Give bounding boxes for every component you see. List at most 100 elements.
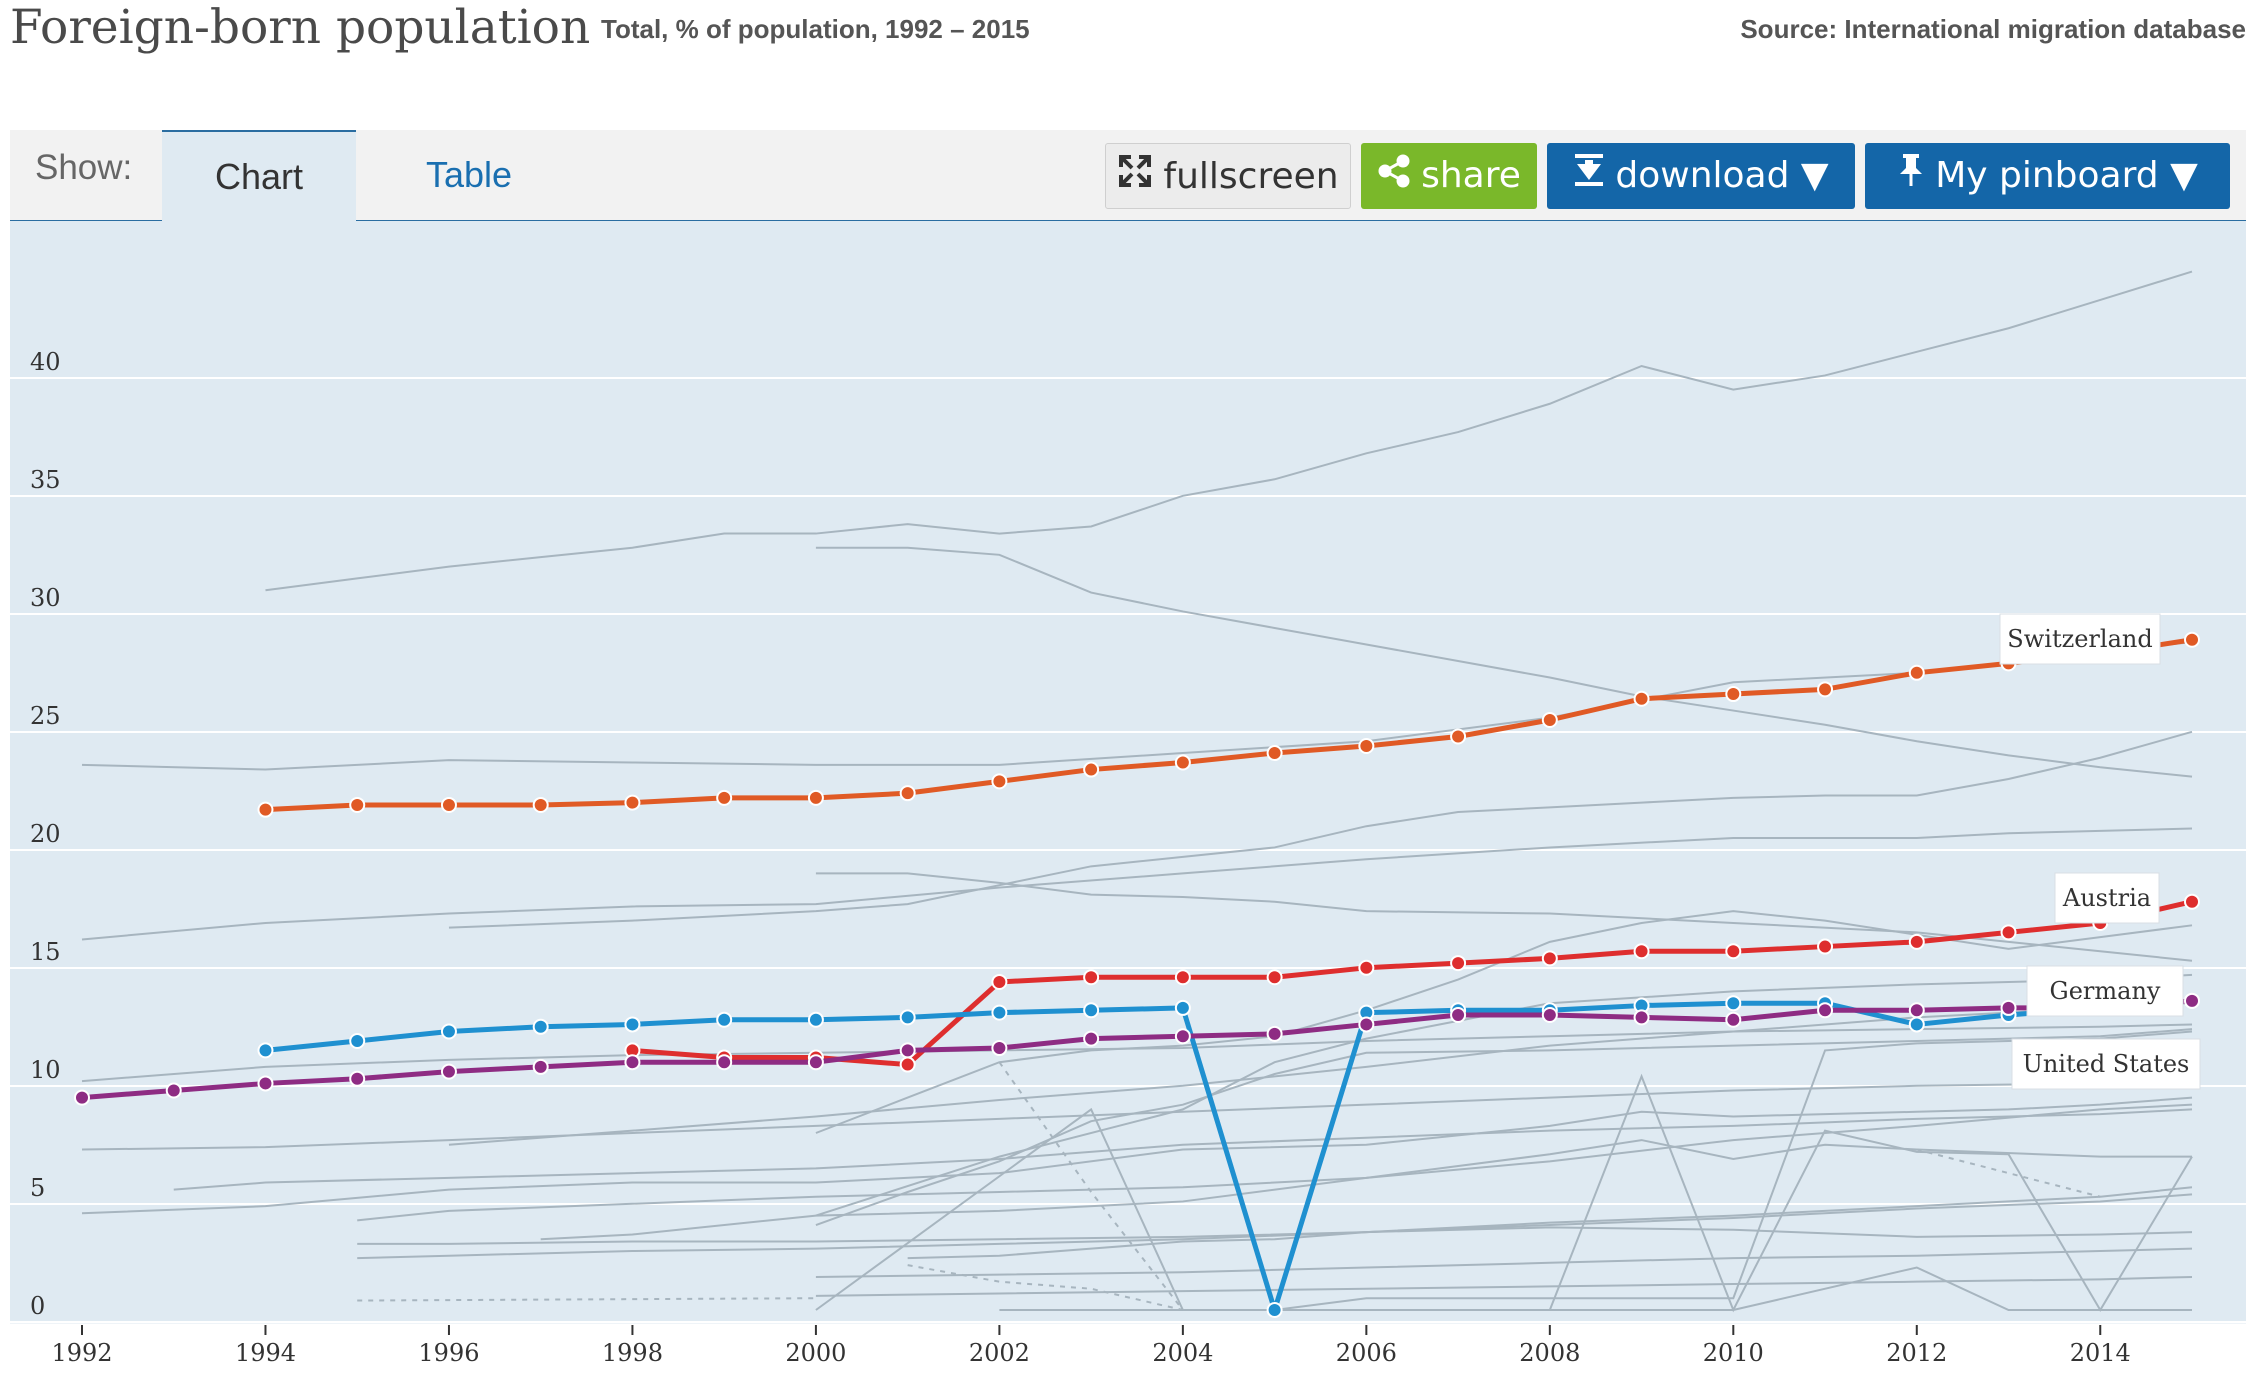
data-point-switzerland[interactable] [532,796,549,813]
data-point-switzerland[interactable] [1358,737,1375,754]
series-line-background [265,270,2193,592]
data-point-austria[interactable] [1450,955,1467,972]
data-point-austria[interactable] [899,1056,916,1073]
series-line-background [907,1226,2193,1260]
data-point-united-states[interactable] [1358,1016,1375,1033]
download-button[interactable]: download ▼ [1547,143,1855,209]
series-line-background [1916,1148,2101,1198]
data-point-switzerland[interactable] [1174,754,1191,771]
data-point-austria[interactable] [1633,943,1650,960]
data-point-united-states[interactable] [899,1042,916,1059]
series-line-background [357,1103,2193,1222]
data-point-united-states[interactable] [349,1070,366,1087]
series-line-germany[interactable] [265,998,2193,1313]
share-button[interactable]: share [1361,143,1537,209]
data-point-austria[interactable] [1083,969,1100,986]
data-point-united-states[interactable] [624,1054,641,1071]
x-tick-label: 1998 [602,1339,663,1367]
callout-box [1999,613,2161,665]
data-point-switzerland[interactable] [440,796,457,813]
data-point-switzerland[interactable] [716,789,733,806]
series-line-austria[interactable] [632,899,2193,1068]
data-point-germany[interactable] [532,1018,549,1035]
data-point-germany[interactable] [1266,1302,1283,1318]
data-point-switzerland[interactable] [1266,745,1283,762]
data-point-switzerland[interactable] [1817,681,1834,698]
data-point-switzerland[interactable] [1450,728,1467,745]
share-label: share [1421,155,1521,196]
data-point-switzerland[interactable] [1083,761,1100,778]
series-line-background [815,872,2193,962]
data-point-austria[interactable] [1358,959,1375,976]
data-point-united-states[interactable] [532,1058,549,1075]
data-point-switzerland[interactable] [349,796,366,813]
data-point-switzerland[interactable] [624,794,641,811]
data-point-united-states[interactable] [807,1054,824,1071]
x-tick-label: 2002 [969,1339,1030,1367]
data-point-united-states[interactable] [1083,1030,1100,1047]
data-point-germany[interactable] [899,1009,916,1026]
data-point-united-states[interactable] [165,1082,182,1099]
data-point-austria[interactable] [1817,938,1834,955]
fullscreen-button[interactable]: fullscreen [1105,143,1351,209]
data-point-austria[interactable] [1266,969,1283,986]
data-point-switzerland[interactable] [1633,690,1650,707]
data-point-germany[interactable] [624,1016,641,1033]
data-point-united-states[interactable] [2000,999,2017,1016]
data-point-germany[interactable] [807,1011,824,1028]
data-point-united-states[interactable] [1174,1028,1191,1045]
series-line-switzerland[interactable] [265,637,2193,813]
data-point-austria[interactable] [1908,933,1925,950]
data-point-germany[interactable] [1083,1002,1100,1019]
toolbar: Show: Chart Table fullscreen share [10,130,2246,222]
data-point-switzerland[interactable] [991,773,1008,790]
data-point-united-states[interactable] [440,1063,457,1080]
data-point-united-states[interactable] [1450,1007,1467,1023]
data-point-united-states[interactable] [716,1054,733,1071]
data-point-germany[interactable] [440,1023,457,1040]
data-point-united-states[interactable] [1633,1009,1650,1026]
data-point-germany[interactable] [349,1032,366,1049]
data-point-united-states[interactable] [74,1089,90,1106]
data-point-united-states[interactable] [991,1040,1008,1057]
data-point-germany[interactable] [991,1004,1008,1021]
data-point-united-states[interactable] [1908,1002,1925,1019]
series-line-background [815,1073,2193,1313]
data-point-united-states[interactable] [257,1075,274,1092]
data-point-switzerland[interactable] [899,785,916,802]
data-point-united-states[interactable] [1817,1002,1834,1019]
series-line-background [998,1061,1184,1311]
data-point-germany[interactable] [257,1042,274,1059]
data-point-united-states[interactable] [1541,1007,1558,1023]
x-tick-label: 2012 [1886,1339,1947,1367]
data-point-germany[interactable] [1174,999,1191,1016]
data-point-switzerland[interactable] [807,789,824,806]
x-tick-label: 2008 [1519,1339,1580,1367]
x-tick-label: 2014 [2070,1339,2131,1367]
chart-area: 0 5 10 15 20 25 30 35 40 1992 1994 1996 1998 2000 2002… [10,221,2246,1377]
data-point-austria[interactable] [2000,924,2017,941]
series-line-background [448,1002,2193,1146]
fullscreen-label: fullscreen [1163,156,1339,197]
data-point-switzerland[interactable] [257,801,274,818]
download-label: download ▼ [1615,155,1829,196]
data-point-switzerland[interactable] [2184,631,2200,648]
data-point-germany[interactable] [1725,995,1742,1012]
data-point-austria[interactable] [1174,969,1191,986]
data-point-austria[interactable] [991,973,1008,990]
data-point-united-states[interactable] [1725,1011,1742,1028]
data-point-austria[interactable] [2184,893,2200,910]
data-point-austria[interactable] [1725,943,1742,960]
data-point-germany[interactable] [1908,1016,1925,1033]
data-point-switzerland[interactable] [1725,686,1742,703]
pinboard-button[interactable]: My pinboard ▼ [1865,143,2230,209]
data-point-united-states[interactable] [2184,992,2200,1009]
data-point-united-states[interactable] [1266,1025,1283,1042]
data-point-switzerland[interactable] [1541,712,1558,728]
series-line-united-states[interactable] [81,998,2193,1101]
tab-chart[interactable]: Chart [162,130,356,222]
tab-table[interactable]: Table [425,154,513,195]
data-point-austria[interactable] [1541,950,1558,967]
data-point-germany[interactable] [716,1011,733,1028]
data-point-switzerland[interactable] [1908,664,1925,681]
